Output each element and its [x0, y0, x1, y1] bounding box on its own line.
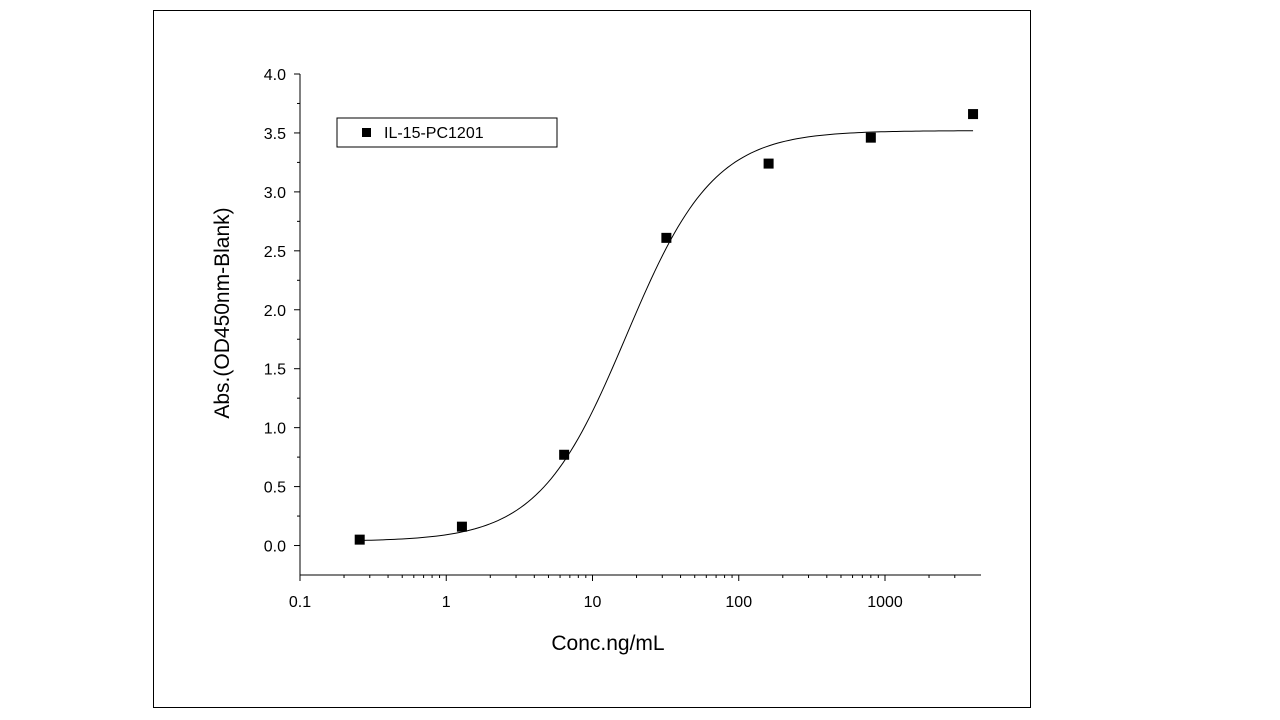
x-tick-label: 1: [442, 594, 451, 611]
data-points: [354, 109, 979, 545]
data-point-marker: [456, 521, 467, 532]
data-point-marker: [865, 132, 876, 143]
data-point-marker: [354, 534, 365, 545]
x-tick-label: 0.1: [289, 594, 311, 611]
y-tick-label: 0.5: [264, 480, 286, 497]
fit-curve-line: [359, 130, 974, 541]
data-point-marker: [559, 449, 570, 460]
y-axis-title: Abs.(OD450nm-Blank): [211, 207, 234, 418]
y-tick-label: 3.5: [264, 126, 286, 143]
legend-box: [336, 117, 558, 148]
x-tick-label: 1000: [867, 594, 903, 611]
y-tick-label: 2.0: [264, 303, 286, 320]
data-point-marker: [661, 232, 672, 243]
y-tick-label: 2.5: [264, 244, 286, 261]
x-axis-title: Conc.ng/mL: [551, 632, 664, 655]
data-point-marker: [763, 158, 774, 169]
y-tick-label: 1.5: [264, 362, 286, 379]
y-tick-label: 0.0: [264, 539, 286, 556]
figure-frame: [153, 10, 1031, 708]
data-point-marker: [968, 109, 979, 120]
legend-label: IL-15-PC1201: [384, 125, 484, 142]
legend: IL-15-PC1201: [336, 117, 558, 148]
y-tick-label: 3.0: [264, 185, 286, 202]
x-tick-label: 10: [584, 594, 602, 611]
y-tick-label: 4.0: [264, 67, 286, 84]
y-tick-label: 1.0: [264, 421, 286, 438]
y-ticks: 0.0 0.5 1.0 1.5 2.0 2.5 3.0 3.5 4.0: [264, 67, 300, 556]
x-tick-label: 100: [725, 594, 752, 611]
x-ticks: 0.1 1 10 100 1000: [289, 575, 956, 611]
axes: [299, 74, 981, 576]
legend-square-marker-icon: [362, 128, 371, 137]
